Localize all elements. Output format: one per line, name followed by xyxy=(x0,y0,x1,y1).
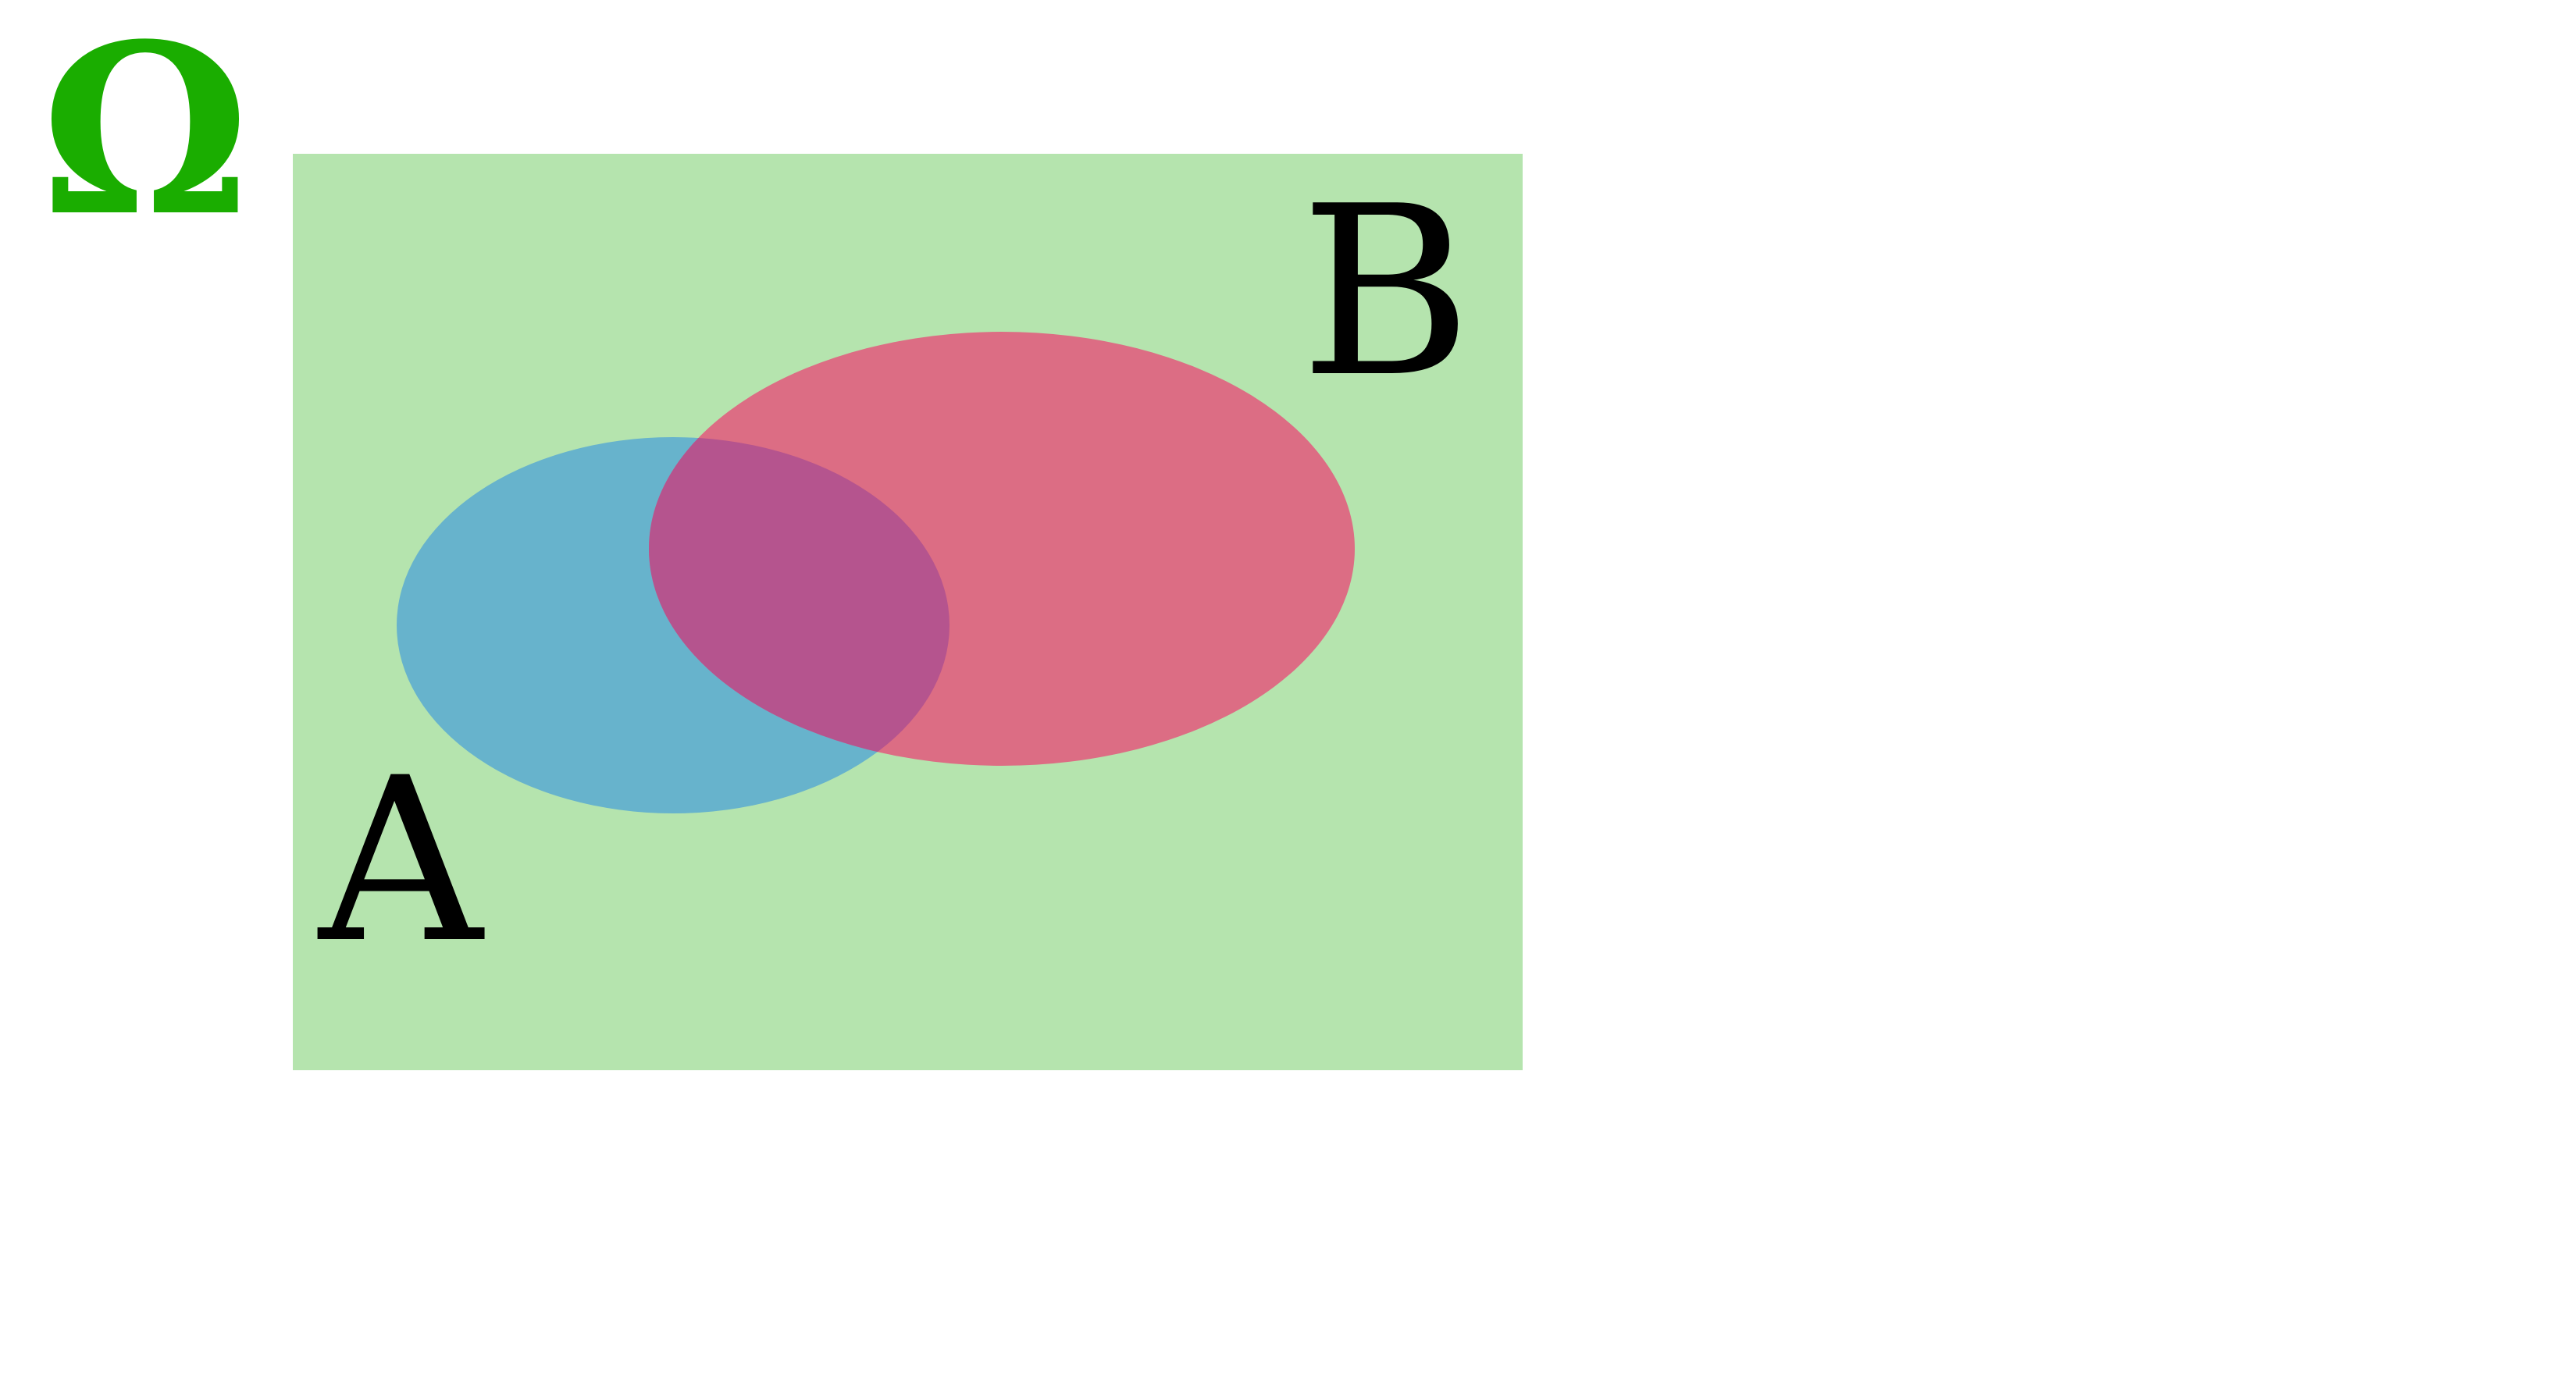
intersection-region xyxy=(649,437,950,766)
set-a-label: A xyxy=(315,730,486,993)
universe-label: Ω xyxy=(41,0,249,268)
set-b-label: B xyxy=(1300,156,1472,429)
